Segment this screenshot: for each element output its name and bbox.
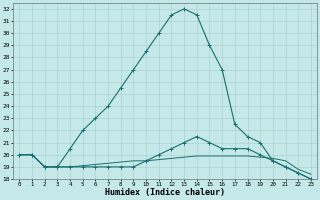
X-axis label: Humidex (Indice chaleur): Humidex (Indice chaleur) — [105, 188, 225, 197]
